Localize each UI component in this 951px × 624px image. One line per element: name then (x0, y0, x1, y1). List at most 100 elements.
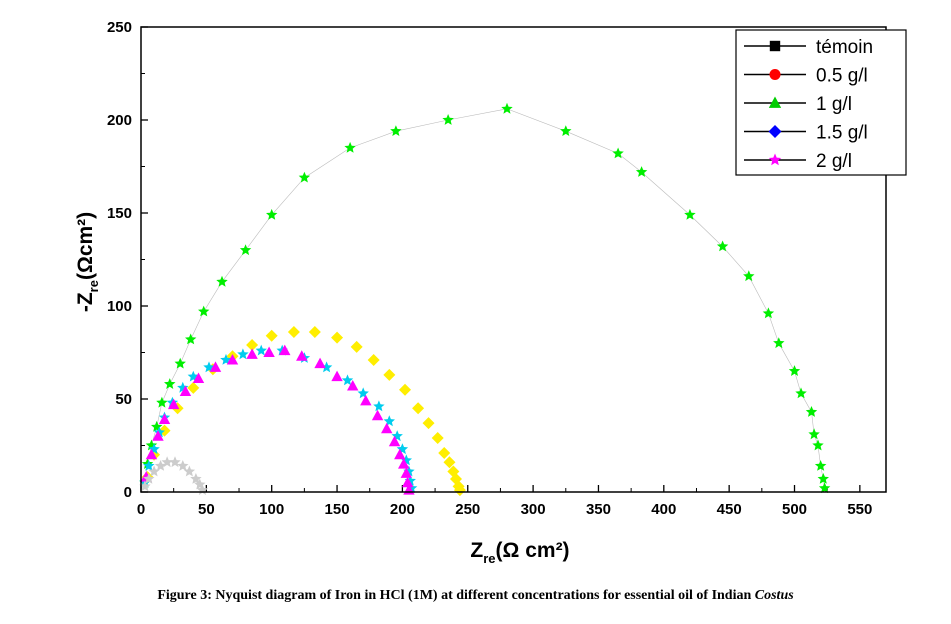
data-point (246, 339, 259, 352)
data-point (298, 171, 311, 183)
x-tick-label: 550 (847, 501, 872, 518)
data-point (431, 432, 444, 445)
data-point (187, 381, 200, 394)
x-tick-label: 300 (521, 501, 546, 518)
data-point (287, 326, 300, 339)
y-tick-label: 0 (124, 484, 132, 501)
legend-label: 0.5 g/l (816, 66, 868, 87)
data-point (788, 365, 801, 376)
data-point (161, 456, 173, 468)
data-point (762, 307, 775, 319)
data-point (187, 370, 199, 382)
data-point (331, 370, 343, 382)
data-point (795, 387, 807, 399)
x-axis-title-unit: (Ω cm²) (496, 539, 570, 562)
plot-frame (140, 26, 887, 493)
data-point (167, 398, 180, 410)
data-point (743, 270, 755, 282)
data-point (817, 473, 829, 484)
legend-marker (768, 125, 782, 138)
data-point (203, 361, 215, 373)
data-point (220, 353, 232, 365)
data-point (265, 329, 278, 342)
legend-label: 2 g/l (816, 151, 852, 172)
data-point (373, 400, 385, 412)
data-point (403, 465, 415, 477)
data-point (438, 446, 451, 459)
data-point (390, 125, 402, 136)
data-point (246, 348, 258, 359)
x-tick-label: 500 (782, 501, 807, 518)
data-point (453, 484, 466, 497)
data-point (198, 305, 210, 317)
data-point (344, 141, 356, 153)
data-point (635, 166, 648, 177)
data-point (314, 357, 326, 369)
series-5 (139, 456, 209, 495)
x-tick-label: 350 (586, 501, 611, 518)
data-point (443, 456, 456, 469)
x-axis-title-sub: re (483, 551, 495, 566)
x-tick-label: 0 (137, 501, 145, 518)
x-tick-label: 400 (651, 501, 676, 518)
caption-text: Figure 3: Nyquist diagram of Iron in HCl… (157, 588, 755, 603)
data-point (154, 460, 167, 471)
x-tick-label: 200 (390, 501, 415, 518)
legend-marker (769, 40, 781, 52)
data-point (399, 383, 412, 396)
data-point (143, 460, 155, 471)
legend-item: 1.5 g/l (744, 123, 868, 144)
data-point (341, 374, 354, 386)
data-point (308, 326, 321, 339)
data-point (192, 372, 205, 384)
data-point (158, 413, 171, 424)
data-point (812, 439, 824, 451)
legend-item: 2 g/l (744, 151, 852, 172)
data-point (814, 460, 827, 471)
figure-caption: Figure 3: Nyquist diagram of Iron in HCl… (0, 588, 951, 604)
data-point (383, 368, 396, 381)
data-point (177, 460, 189, 471)
legend-marker (768, 96, 782, 108)
data-point (209, 361, 222, 372)
data-point (174, 357, 186, 369)
data-point (612, 147, 624, 159)
data-point (360, 394, 372, 406)
series-4 (140, 344, 415, 495)
data-point (401, 476, 414, 488)
data-point (357, 387, 369, 399)
data-point (350, 340, 363, 353)
y-tick-label: 200 (107, 112, 132, 129)
x-tick-label: 250 (455, 501, 480, 518)
nyquist-chart: 0 50 100 150 200 250 300 350 400 450 500 550 0 50 100 1… (74, 19, 907, 566)
data-point (239, 244, 252, 256)
data-point (183, 465, 196, 477)
data-point (143, 473, 155, 484)
series-layer (139, 102, 831, 497)
y-axis-title-main: -Z (74, 292, 97, 312)
data-point (156, 396, 168, 408)
data-point (716, 240, 729, 252)
data-point (808, 428, 820, 440)
data-point (216, 275, 228, 287)
data-point (400, 467, 413, 478)
data-point (255, 344, 267, 356)
y-tick-label: 150 (107, 205, 132, 222)
data-point (773, 337, 785, 349)
x-tick-label: 50 (198, 501, 215, 518)
y-tick-label: 50 (115, 391, 132, 408)
data-point (266, 208, 278, 220)
x-axis-title: Zre(Ω cm²) (470, 539, 569, 566)
data-point (179, 385, 192, 397)
data-point (371, 409, 384, 421)
data-point (347, 379, 359, 391)
data-point (383, 415, 395, 427)
data-point (320, 361, 333, 373)
legend-item: témoin (744, 37, 873, 58)
data-point (398, 458, 410, 469)
x-tick-label: 150 (325, 501, 350, 518)
legend-item: 0.5 g/l (744, 66, 868, 87)
data-point (405, 482, 418, 494)
y-tick-label: 250 (107, 19, 132, 36)
series-1 (139, 102, 831, 494)
